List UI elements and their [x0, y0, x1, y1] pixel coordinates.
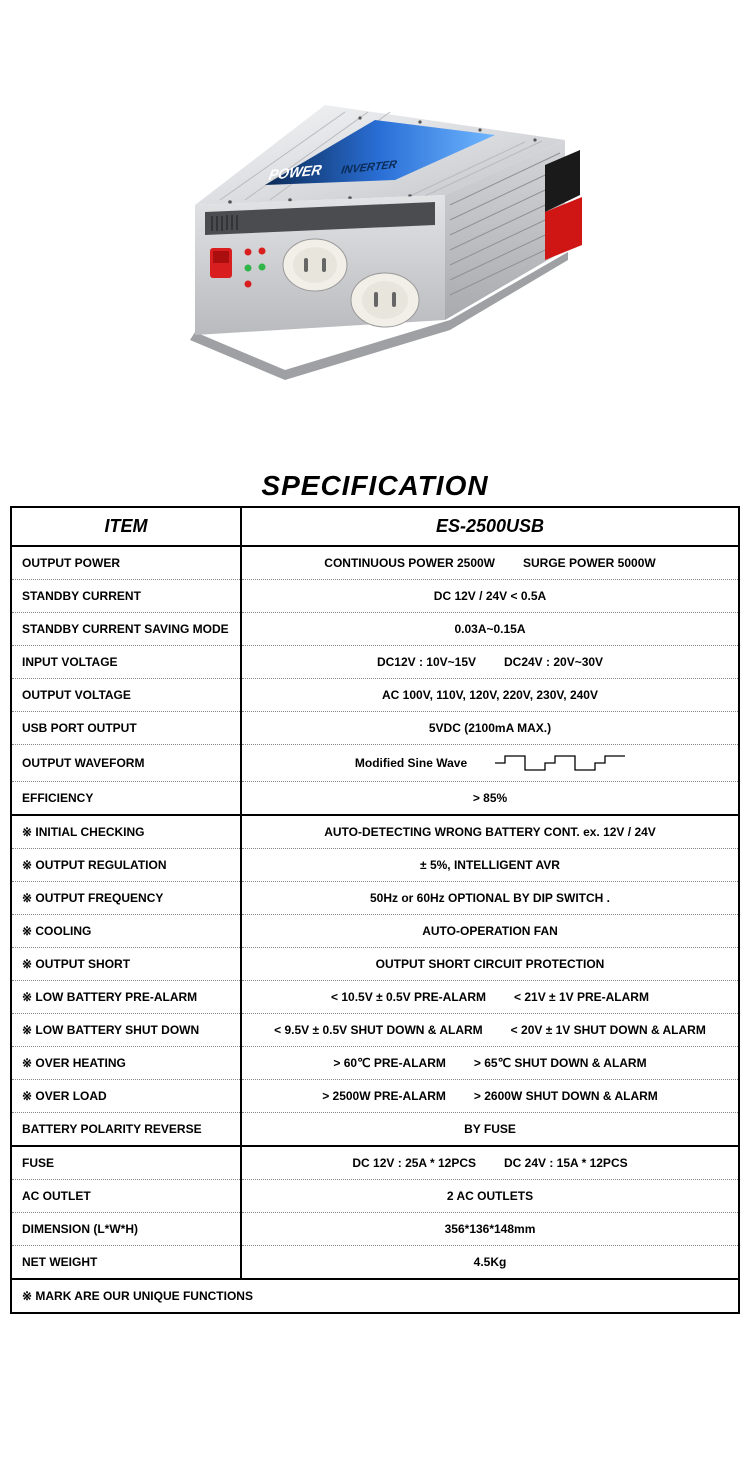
table-row: ※ OUTPUT FREQUENCY50Hz or 60Hz OPTIONAL …: [11, 882, 739, 915]
row-value-part: < 10.5V ± 0.5V PRE-ALARM: [331, 990, 486, 1004]
row-value: 2 AC OUTLETS: [241, 1180, 739, 1213]
row-label: INPUT VOLTAGE: [11, 646, 241, 679]
table-row: STANDBY CURRENT SAVING MODE0.03A~0.15A: [11, 613, 739, 646]
row-label: NET WEIGHT: [11, 1246, 241, 1280]
row-value-part: > 2500W PRE-ALARM: [322, 1089, 446, 1103]
row-value-part: < 9.5V ± 0.5V SHUT DOWN & ALARM: [274, 1023, 483, 1037]
row-value: Modified Sine Wave: [241, 745, 739, 782]
row-label: ※ OUTPUT SHORT: [11, 948, 241, 981]
row-label: USB PORT OUTPUT: [11, 712, 241, 745]
row-label: ※ INITIAL CHECKING: [11, 815, 241, 849]
table-row: ※ LOW BATTERY SHUT DOWN< 9.5V ± 0.5V SHU…: [11, 1014, 739, 1047]
row-value: AC 100V, 110V, 120V, 220V, 230V, 240V: [241, 679, 739, 712]
table-row: AC OUTLET2 AC OUTLETS: [11, 1180, 739, 1213]
table-row: ※ OVER LOAD > 2500W PRE-ALARM > 2600W SHUT…: [11, 1080, 739, 1113]
waveform-icon: [495, 754, 625, 772]
row-value-part: SURGE POWER 5000W: [523, 556, 656, 570]
row-label: ※ LOW BATTERY PRE-ALARM: [11, 981, 241, 1014]
table-row: USB PORT OUTPUT5VDC (2100mA MAX.): [11, 712, 739, 745]
table-row: STANDBY CURRENTDC 12V / 24V < 0.5A: [11, 580, 739, 613]
table-row: DIMENSION (L*W*H)356*136*148mm: [11, 1213, 739, 1246]
row-value: BY FUSE: [241, 1113, 739, 1147]
row-value: AUTO-OPERATION FAN: [241, 915, 739, 948]
table-row: OUTPUT POWER CONTINUOUS POWER 2500W SURGE …: [11, 546, 739, 580]
table-row: EFFICIENCY> 85%: [11, 782, 739, 816]
row-value-part: > 65℃ SHUT DOWN & ALARM: [474, 1056, 647, 1070]
row-label: ※ OVER LOAD: [11, 1080, 241, 1113]
spec-title: SPECIFICATION: [10, 470, 740, 502]
row-value: > 85%: [241, 782, 739, 816]
row-value: OUTPUT SHORT CIRCUIT PROTECTION: [241, 948, 739, 981]
row-value-part: DC 12V : 25A * 12PCS: [352, 1156, 476, 1170]
footnote-row: ※ MARK ARE OUR UNIQUE FUNCTIONS: [11, 1279, 739, 1313]
row-value: CONTINUOUS POWER 2500W SURGE POWER 5000W: [241, 546, 739, 580]
row-label: OUTPUT POWER: [11, 546, 241, 580]
row-value: AUTO-DETECTING WRONG BATTERY CONT. ex. 1…: [241, 815, 739, 849]
table-row: NET WEIGHT4.5Kg: [11, 1246, 739, 1280]
row-value: > 2500W PRE-ALARM > 2600W SHUT DOWN & ALA…: [241, 1080, 739, 1113]
row-label: ※ OUTPUT FREQUENCY: [11, 882, 241, 915]
row-value-part: > 60℃ PRE-ALARM: [333, 1056, 446, 1070]
row-label: STANDBY CURRENT SAVING MODE: [11, 613, 241, 646]
row-value-part: < 20V ± 1V SHUT DOWN & ALARM: [511, 1023, 706, 1037]
row-label: OUTPUT VOLTAGE: [11, 679, 241, 712]
row-label: STANDBY CURRENT: [11, 580, 241, 613]
table-row: ※ INITIAL CHECKINGAUTO-DETECTING WRONG B…: [11, 815, 739, 849]
table-row: ※ OUTPUT SHORTOUTPUT SHORT CIRCUIT PROTE…: [11, 948, 739, 981]
row-value: DC12V : 10V~15V DC24V : 20V~30V: [241, 646, 739, 679]
row-value: DC 12V : 25A * 12PCS DC 24V : 15A * 12PCS: [241, 1146, 739, 1180]
row-value-part: DC24V : 20V~30V: [504, 655, 603, 669]
row-label: ※ OUTPUT REGULATION: [11, 849, 241, 882]
table-row: OUTPUT WAVEFORM Modified Sine Wave: [11, 745, 739, 782]
table-row: OUTPUT VOLTAGEAC 100V, 110V, 120V, 220V,…: [11, 679, 739, 712]
row-value: ± 5%, INTELLIGENT AVR: [241, 849, 739, 882]
row-label: ※ COOLING: [11, 915, 241, 948]
row-label: FUSE: [11, 1146, 241, 1180]
inverter-illustration: POWER INVERTER: [150, 50, 600, 390]
row-value: < 9.5V ± 0.5V SHUT DOWN & ALARM < 20V ± 1…: [241, 1014, 739, 1047]
table-row: FUSE DC 12V : 25A * 12PCS DC 24V : 15A * 1…: [11, 1146, 739, 1180]
row-value: DC 12V / 24V < 0.5A: [241, 580, 739, 613]
header-model: ES-2500USB: [241, 507, 739, 546]
table-row: ※ OVER HEATING > 60℃ PRE-ALARM > 65℃ SHUT …: [11, 1047, 739, 1080]
row-value: 356*136*148mm: [241, 1213, 739, 1246]
row-value: 4.5Kg: [241, 1246, 739, 1280]
row-value-text: Modified Sine Wave: [355, 756, 467, 770]
table-row: ※ LOW BATTERY PRE-ALARM< 10.5V ± 0.5V PR…: [11, 981, 739, 1014]
spec-header-row: ITEM ES-2500USB: [11, 507, 739, 546]
row-label: AC OUTLET: [11, 1180, 241, 1213]
row-value-part: < 21V ± 1V PRE-ALARM: [514, 990, 649, 1004]
row-value: 5VDC (2100mA MAX.): [241, 712, 739, 745]
table-row: BATTERY POLARITY REVERSEBY FUSE: [11, 1113, 739, 1147]
row-label: EFFICIENCY: [11, 782, 241, 816]
row-label: ※ LOW BATTERY SHUT DOWN: [11, 1014, 241, 1047]
header-item: ITEM: [11, 507, 241, 546]
row-label: BATTERY POLARITY REVERSE: [11, 1113, 241, 1147]
row-value-part: DC 24V : 15A * 12PCS: [504, 1156, 628, 1170]
footnote: ※ MARK ARE OUR UNIQUE FUNCTIONS: [11, 1279, 739, 1313]
row-label: ※ OVER HEATING: [11, 1047, 241, 1080]
row-value-part: CONTINUOUS POWER 2500W: [324, 556, 495, 570]
table-row: INPUT VOLTAGE DC12V : 10V~15V DC24V : 20V~…: [11, 646, 739, 679]
row-value: < 10.5V ± 0.5V PRE-ALARM < 21V ± 1V PRE-A…: [241, 981, 739, 1014]
table-row: ※ OUTPUT REGULATION± 5%, INTELLIGENT AVR: [11, 849, 739, 882]
row-label: OUTPUT WAVEFORM: [11, 745, 241, 782]
spec-table: ITEM ES-2500USB OUTPUT POWERCONTINUOUS P…: [10, 506, 740, 1314]
row-label: DIMENSION (L*W*H): [11, 1213, 241, 1246]
row-value-part: > 2600W SHUT DOWN & ALARM: [474, 1089, 658, 1103]
row-value-part: DC12V : 10V~15V: [377, 655, 476, 669]
product-image: POWER INVERTER: [10, 10, 740, 430]
row-value: 50Hz or 60Hz OPTIONAL BY DIP SWITCH .: [241, 882, 739, 915]
row-value: 0.03A~0.15A: [241, 613, 739, 646]
table-row: ※ COOLINGAUTO-OPERATION FAN: [11, 915, 739, 948]
row-value: > 60℃ PRE-ALARM > 65℃ SHUT DOWN & ALARM: [241, 1047, 739, 1080]
